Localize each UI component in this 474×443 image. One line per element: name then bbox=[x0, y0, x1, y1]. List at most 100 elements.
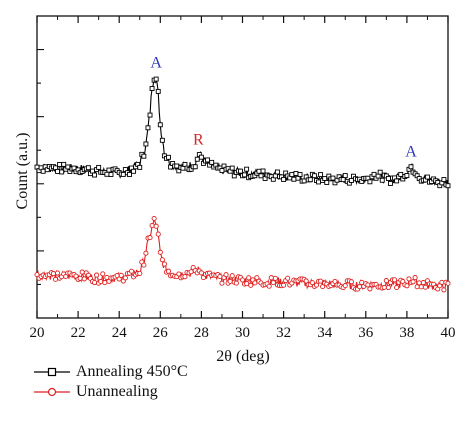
data-point bbox=[340, 177, 346, 183]
data-point bbox=[229, 165, 235, 171]
data-point bbox=[85, 165, 91, 171]
x-tick-label: 26 bbox=[153, 325, 169, 341]
data-point bbox=[104, 171, 110, 177]
x-tick-label: 36 bbox=[358, 325, 374, 341]
data-point bbox=[205, 157, 211, 163]
legend-item-unannealing: Unannealing bbox=[34, 382, 188, 402]
x-tick-label: 32 bbox=[276, 325, 291, 341]
data-point bbox=[147, 112, 153, 118]
data-point bbox=[441, 287, 447, 293]
data-point bbox=[81, 276, 87, 282]
data-point bbox=[445, 280, 451, 286]
data-point bbox=[313, 282, 320, 288]
data-point bbox=[61, 161, 67, 167]
data-point bbox=[404, 173, 410, 178]
x-tick-label: 22 bbox=[71, 325, 86, 341]
data-point bbox=[137, 270, 143, 277]
data-point bbox=[270, 280, 276, 286]
data-point bbox=[439, 279, 445, 285]
series-annealing bbox=[34, 76, 451, 189]
data-point bbox=[102, 280, 108, 286]
data-point bbox=[227, 278, 233, 284]
series-layer bbox=[34, 76, 451, 293]
data-point bbox=[301, 178, 307, 184]
data-point bbox=[272, 173, 278, 179]
data-point bbox=[367, 179, 373, 185]
data-point bbox=[223, 272, 229, 278]
data-point bbox=[155, 88, 161, 94]
data-point bbox=[55, 270, 61, 276]
x-tick-label: 24 bbox=[112, 325, 128, 341]
data-point bbox=[371, 171, 377, 177]
data-point bbox=[194, 156, 200, 162]
peak-annotation-r-1: R bbox=[193, 131, 204, 148]
data-point bbox=[410, 279, 416, 285]
data-point bbox=[398, 171, 404, 177]
data-point bbox=[143, 141, 149, 147]
data-point bbox=[209, 159, 215, 165]
data-point bbox=[79, 269, 85, 275]
data-point bbox=[348, 178, 354, 183]
data-point bbox=[141, 262, 147, 268]
x-tick-label: 38 bbox=[399, 325, 414, 341]
data-point bbox=[100, 271, 106, 277]
data-point bbox=[159, 257, 165, 263]
data-point bbox=[258, 173, 264, 179]
data-point bbox=[198, 154, 204, 160]
data-point bbox=[147, 235, 153, 241]
x-tick-label: 34 bbox=[317, 325, 333, 341]
data-point bbox=[182, 274, 188, 280]
data-point bbox=[324, 180, 330, 185]
data-point bbox=[131, 168, 137, 174]
data-point bbox=[192, 164, 198, 170]
data-point bbox=[379, 177, 385, 183]
data-point bbox=[120, 171, 126, 177]
data-point bbox=[260, 168, 266, 174]
data-point bbox=[322, 176, 328, 182]
data-point bbox=[392, 277, 398, 283]
data-point bbox=[149, 86, 155, 91]
data-point bbox=[285, 275, 291, 281]
data-point bbox=[98, 278, 104, 285]
data-point bbox=[198, 270, 204, 276]
data-point bbox=[77, 275, 83, 281]
data-point bbox=[388, 180, 393, 186]
data-point bbox=[330, 175, 336, 181]
data-point bbox=[149, 223, 155, 229]
data-point bbox=[244, 166, 250, 172]
data-point bbox=[445, 183, 451, 189]
series-unannealing bbox=[34, 215, 451, 293]
legend: Annealing 450°C Unannealing bbox=[34, 362, 188, 402]
peak-annotation-a-0: A bbox=[150, 54, 162, 71]
data-point bbox=[318, 172, 324, 178]
data-point bbox=[34, 272, 40, 278]
data-point bbox=[291, 176, 297, 182]
data-point bbox=[219, 168, 225, 174]
data-point bbox=[303, 278, 309, 284]
data-point bbox=[52, 276, 59, 282]
data-point bbox=[59, 169, 65, 175]
data-point bbox=[297, 172, 303, 177]
data-point bbox=[309, 280, 315, 286]
data-point bbox=[55, 168, 60, 174]
data-point bbox=[365, 282, 371, 288]
data-point bbox=[359, 279, 365, 286]
data-point bbox=[157, 249, 163, 255]
data-point bbox=[143, 250, 149, 256]
data-point bbox=[219, 280, 225, 286]
data-point bbox=[65, 164, 71, 170]
data-point bbox=[118, 272, 124, 278]
data-point bbox=[188, 269, 194, 275]
data-point bbox=[91, 280, 98, 286]
data-point bbox=[254, 275, 260, 281]
data-point bbox=[233, 280, 239, 286]
x-tick-label: 30 bbox=[235, 325, 250, 341]
data-point bbox=[256, 168, 262, 174]
legend-label-unannealing: Unannealing bbox=[76, 383, 158, 400]
data-point bbox=[127, 172, 132, 177]
data-point bbox=[348, 279, 354, 285]
data-point bbox=[108, 172, 114, 177]
x-axis-title: 2θ (deg) bbox=[216, 348, 269, 365]
y-axis-title: Count (a.u.) bbox=[14, 133, 31, 210]
